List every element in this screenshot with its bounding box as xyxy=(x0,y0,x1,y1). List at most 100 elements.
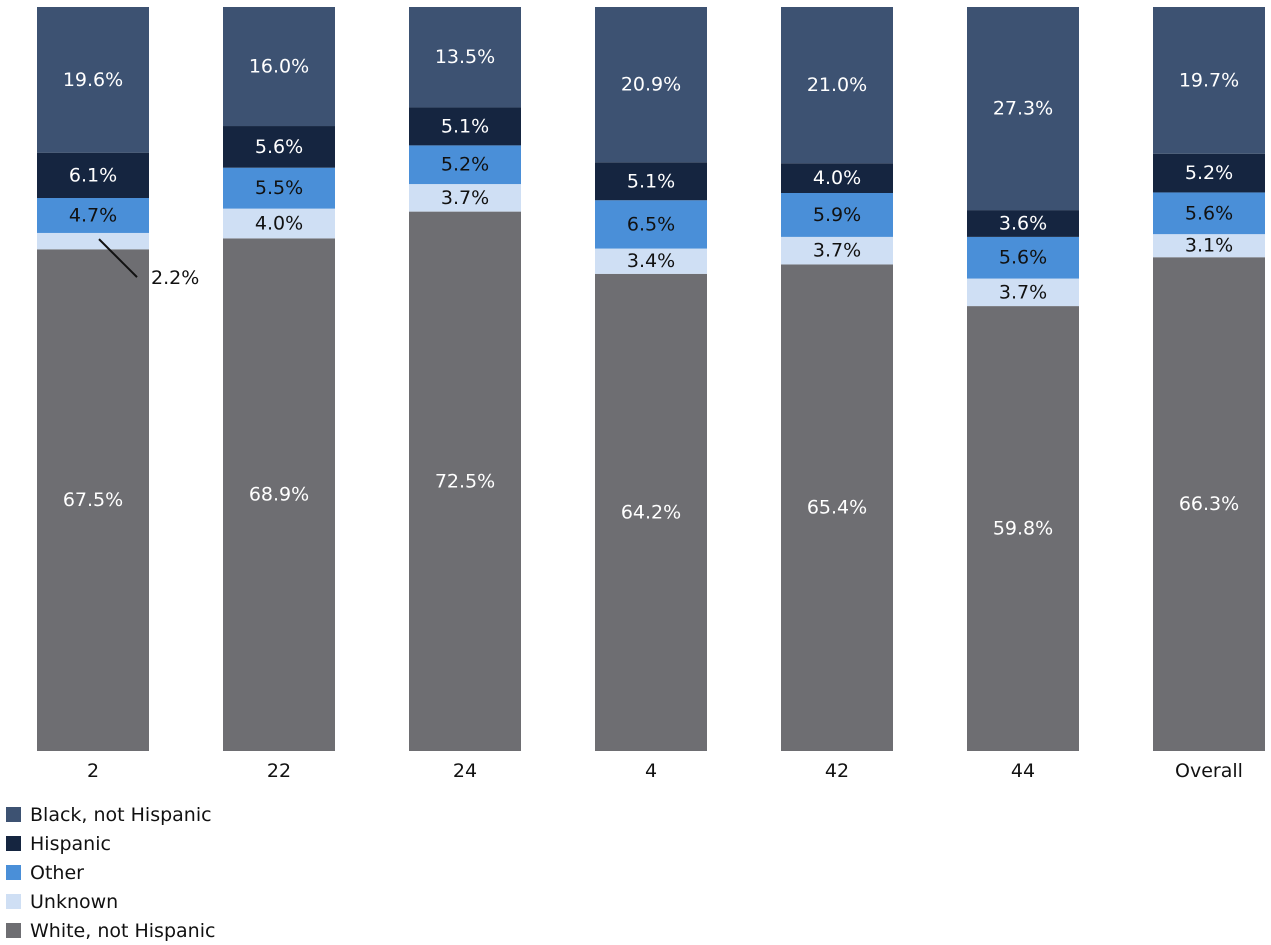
bar-segment-white-not-hispanic-22 xyxy=(223,238,335,751)
x-tick-label: 22 xyxy=(267,760,291,782)
bar-segment-other-42 xyxy=(781,193,893,237)
data-label-other-overall: 5.6% xyxy=(1185,202,1233,224)
x-tick-label: Overall xyxy=(1175,760,1243,782)
data-label-other-4: 6.5% xyxy=(627,213,675,235)
bar-segment-hispanic-overall xyxy=(1153,153,1265,193)
bar-segment-unknown-24 xyxy=(409,184,521,212)
bar-segment-black-not-hispanic-4 xyxy=(595,7,707,163)
data-label-other-22: 5.5% xyxy=(255,177,303,199)
bar-segment-black-not-hispanic-42 xyxy=(781,7,893,164)
bar-segment-hispanic-4 xyxy=(595,162,707,201)
data-label-hispanic-4: 5.1% xyxy=(627,170,675,192)
bar-segment-white-not-hispanic-4 xyxy=(595,273,707,751)
data-label-black-not-hispanic-overall: 19.7% xyxy=(1179,69,1239,91)
legend-item-white-not-hispanic: White, not Hispanic xyxy=(6,916,215,945)
bar-segment-unknown-2 xyxy=(37,232,149,250)
bar-segment-white-not-hispanic-42 xyxy=(781,264,893,751)
x-tick-label: 44 xyxy=(1011,760,1035,782)
data-label-other-44: 5.6% xyxy=(999,247,1047,269)
data-label-unknown-2: 2.2% xyxy=(151,267,199,289)
bar-group-2: 67.5% 2.2% 4.7% 6.1% 19.6% xyxy=(37,7,199,751)
data-label-hispanic-24: 5.1% xyxy=(441,115,489,137)
bar-group-22: 68.9% 4.0% 5.5% 5.6% 16.0% xyxy=(223,7,335,751)
bar-segment-hispanic-2 xyxy=(37,152,149,199)
x-tick-label: 24 xyxy=(453,760,477,782)
data-label-other-42: 5.9% xyxy=(813,204,861,226)
bar-group-4: 64.2% 3.4% 6.5% 5.1% 20.9% xyxy=(595,7,707,751)
data-label-black-not-hispanic-4: 20.9% xyxy=(621,74,681,96)
legend-label: Hispanic xyxy=(30,832,111,855)
x-tick-label: 42 xyxy=(825,760,849,782)
chart-plot-area: 67.5% 2.2% 4.7% 6.1% 19.6% 2 68.9% 4.0% 5.5% 5.6%… xyxy=(37,7,1265,782)
bar-segment-other-overall xyxy=(1153,192,1265,235)
bar-segment-white-not-hispanic-24 xyxy=(409,211,521,752)
data-label-white-not-hispanic-22: 68.9% xyxy=(249,484,309,506)
data-label-hispanic-44: 3.6% xyxy=(999,213,1047,235)
bar-segment-black-not-hispanic-overall xyxy=(1153,7,1265,154)
data-label-black-not-hispanic-2: 19.6% xyxy=(63,69,123,91)
bar-group-24: 72.5% 3.7% 5.2% 5.1% 13.5% xyxy=(409,7,521,752)
bar-segment-hispanic-22 xyxy=(223,126,335,168)
legend-item-unknown: Unknown xyxy=(6,887,215,916)
data-label-white-not-hispanic-24: 72.5% xyxy=(435,470,495,492)
bar-segment-other-22 xyxy=(223,167,335,209)
bar-segment-hispanic-24 xyxy=(409,107,521,146)
bar-segment-white-not-hispanic-2 xyxy=(37,249,149,751)
data-label-unknown-24: 3.7% xyxy=(441,187,489,209)
legend-item-hispanic: Hispanic xyxy=(6,829,215,858)
data-label-other-2: 4.7% xyxy=(69,204,117,226)
legend-label: Unknown xyxy=(30,890,119,913)
legend-label: White, not Hispanic xyxy=(30,919,216,942)
bar-segment-hispanic-44 xyxy=(967,210,1079,237)
bar-group-44: 59.8% 3.7% 5.6% 3.6% 27.3% xyxy=(967,7,1079,751)
data-label-white-not-hispanic-2: 67.5% xyxy=(63,489,123,511)
bar-segment-unknown-42 xyxy=(781,236,893,265)
legend-label: Black, not Hispanic xyxy=(30,803,212,826)
data-label-white-not-hispanic-44: 59.8% xyxy=(993,518,1053,540)
bar-segment-black-not-hispanic-24 xyxy=(409,7,521,108)
legend-item-other: Other xyxy=(6,858,215,887)
data-label-unknown-overall: 3.1% xyxy=(1185,235,1233,257)
bar-segment-other-4 xyxy=(595,200,707,249)
bar-segment-black-not-hispanic-44 xyxy=(967,7,1079,211)
data-label-unknown-44: 3.7% xyxy=(999,281,1047,303)
data-label-other-24: 5.2% xyxy=(441,154,489,176)
bar-segment-white-not-hispanic-44 xyxy=(967,306,1079,751)
bar-segment-black-not-hispanic-22 xyxy=(223,7,335,127)
legend-swatch xyxy=(6,807,21,822)
data-label-hispanic-22: 5.6% xyxy=(255,136,303,158)
legend-swatch xyxy=(6,894,21,909)
bar-segment-other-44 xyxy=(967,236,1079,279)
legend-swatch xyxy=(6,865,21,880)
data-label-black-not-hispanic-42: 21.0% xyxy=(807,74,867,96)
legend-swatch xyxy=(6,836,21,851)
data-label-black-not-hispanic-22: 16.0% xyxy=(249,56,309,78)
data-label-hispanic-42: 4.0% xyxy=(813,167,861,189)
chart-legend: Black, not Hispanic Hispanic Other Unknown W… xyxy=(6,800,215,945)
bar-segment-unknown-overall xyxy=(1153,234,1265,258)
data-label-white-not-hispanic-overall: 66.3% xyxy=(1179,493,1239,515)
legend-item-black-not-hispanic: Black, not Hispanic xyxy=(6,800,215,829)
data-label-hispanic-2: 6.1% xyxy=(69,164,117,186)
data-label-unknown-42: 3.7% xyxy=(813,240,861,262)
bar-group-overall: 66.3% 3.1% 5.6% 5.2% 19.7% xyxy=(1153,7,1265,751)
x-tick-label: 2 xyxy=(87,760,99,782)
bar-segment-other-2 xyxy=(37,198,149,233)
data-label-hispanic-overall: 5.2% xyxy=(1185,162,1233,184)
data-label-white-not-hispanic-4: 64.2% xyxy=(621,501,681,523)
data-label-white-not-hispanic-42: 65.4% xyxy=(807,497,867,519)
bar-group-42: 65.4% 3.7% 5.9% 4.0% 21.0% xyxy=(781,7,893,751)
bar-segment-black-not-hispanic-2 xyxy=(37,7,149,153)
bar-segment-unknown-4 xyxy=(595,248,707,274)
callout-leader-line xyxy=(98,238,138,278)
legend-swatch xyxy=(6,923,21,938)
bar-segment-unknown-22 xyxy=(223,208,335,239)
legend-label: Other xyxy=(30,861,84,884)
data-label-unknown-22: 4.0% xyxy=(255,213,303,235)
bar-segment-other-24 xyxy=(409,145,521,185)
x-tick-label: 4 xyxy=(645,760,657,782)
bar-segment-hispanic-42 xyxy=(781,163,893,193)
data-label-black-not-hispanic-24: 13.5% xyxy=(435,46,495,68)
data-label-unknown-4: 3.4% xyxy=(627,250,675,272)
